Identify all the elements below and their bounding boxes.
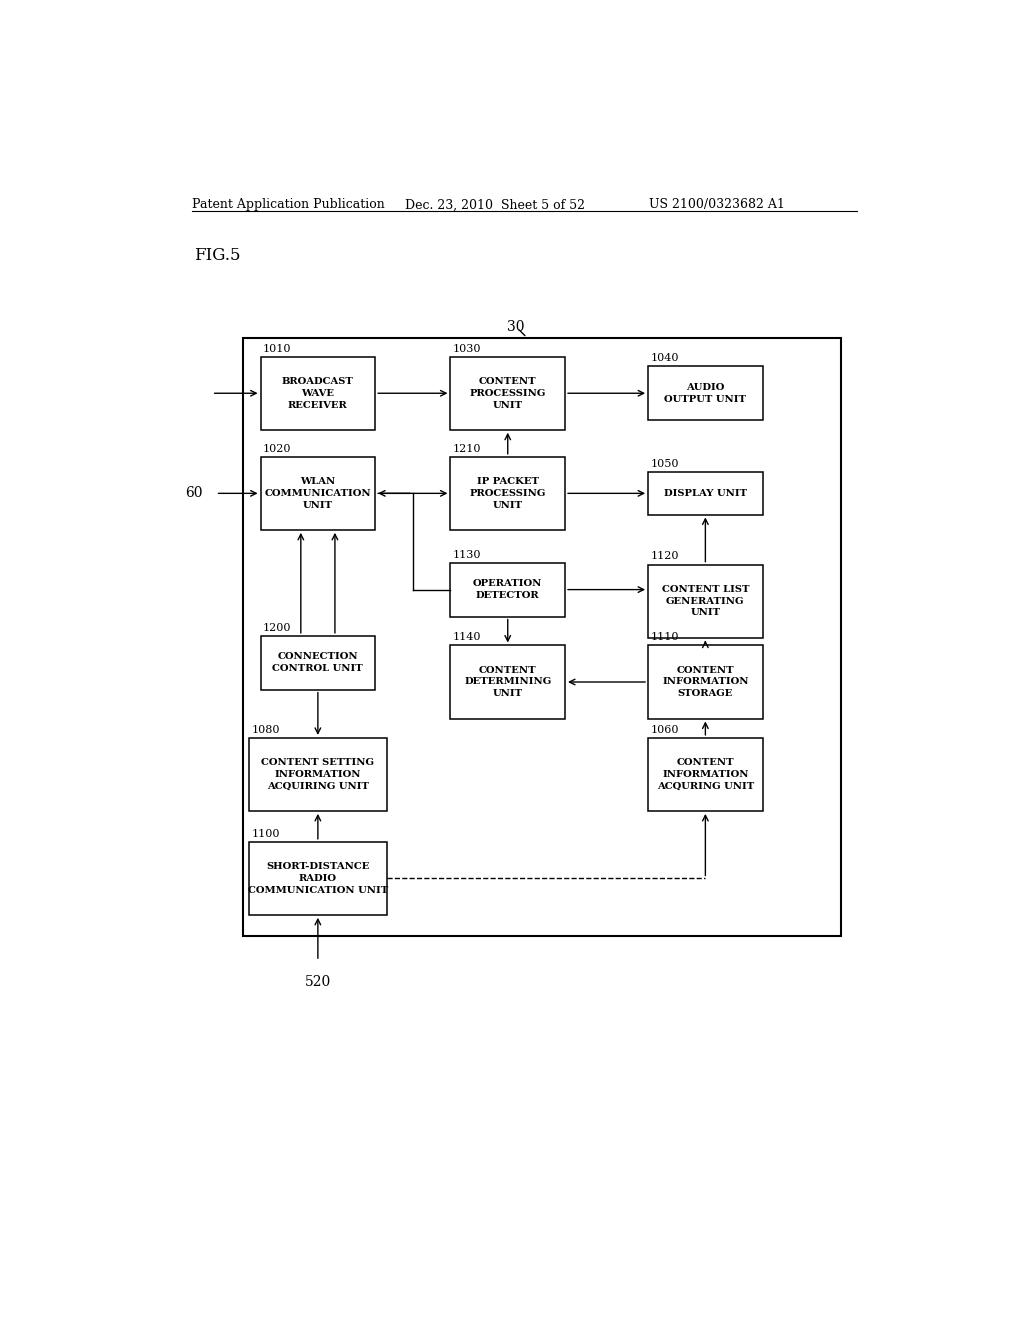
Bar (648, 565, 763, 638)
Text: 1100: 1100 (251, 829, 280, 838)
Text: 1030: 1030 (453, 343, 481, 354)
Text: 1050: 1050 (650, 459, 679, 469)
Bar (243, 338, 841, 936)
Text: WLAN
COMMUNICATION
UNIT: WLAN COMMUNICATION UNIT (264, 477, 371, 510)
Text: BROADCAST
WAVE
RECEIVER: BROADCAST WAVE RECEIVER (282, 378, 354, 409)
Text: 1130: 1130 (453, 549, 481, 560)
Text: DISPLAY UNIT: DISPLAY UNIT (664, 488, 746, 498)
Bar (451, 457, 565, 529)
Bar (648, 367, 763, 420)
Bar (648, 738, 763, 810)
Text: 520: 520 (305, 975, 331, 989)
Text: CONTENT SETTING
INFORMATION
ACQUIRING UNIT: CONTENT SETTING INFORMATION ACQUIRING UN… (261, 758, 375, 791)
Text: 1120: 1120 (650, 552, 679, 561)
Bar (249, 842, 387, 915)
Text: 1140: 1140 (453, 632, 481, 643)
Text: CONTENT
INFORMATION
ACQURING UNIT: CONTENT INFORMATION ACQURING UNIT (656, 758, 754, 791)
Bar (648, 645, 763, 718)
Bar (451, 562, 565, 616)
Text: OPERATION
DETECTOR: OPERATION DETECTOR (473, 579, 543, 601)
Bar (451, 356, 565, 430)
Text: SHORT-DISTANCE
RADIO
COMMUNICATION UNIT: SHORT-DISTANCE RADIO COMMUNICATION UNIT (248, 862, 388, 895)
Text: 1080: 1080 (251, 725, 280, 735)
Text: IP PACKET
PROCESSING
UNIT: IP PACKET PROCESSING UNIT (470, 477, 546, 510)
Text: 1010: 1010 (263, 343, 292, 354)
Text: CONNECTION
CONTROL UNIT: CONNECTION CONTROL UNIT (272, 652, 364, 673)
Text: US 2100/0323682 A1: US 2100/0323682 A1 (649, 198, 784, 211)
Bar (260, 636, 375, 689)
Text: Dec. 23, 2010  Sheet 5 of 52: Dec. 23, 2010 Sheet 5 of 52 (406, 198, 586, 211)
Text: CONTENT
INFORMATION
STORAGE: CONTENT INFORMATION STORAGE (663, 665, 749, 698)
Text: 1200: 1200 (263, 623, 292, 632)
Bar (648, 473, 763, 515)
Text: 1020: 1020 (263, 444, 292, 454)
Text: 60: 60 (185, 486, 203, 500)
Text: CONTENT
PROCESSING
UNIT: CONTENT PROCESSING UNIT (470, 378, 546, 409)
Text: AUDIO
OUTPUT UNIT: AUDIO OUTPUT UNIT (665, 383, 746, 404)
Text: 1040: 1040 (650, 354, 679, 363)
Text: 1060: 1060 (650, 725, 679, 735)
Bar (260, 457, 375, 529)
Text: FIG.5: FIG.5 (194, 247, 241, 264)
Bar (451, 645, 565, 718)
Text: 30: 30 (507, 321, 524, 334)
Text: 1210: 1210 (453, 444, 481, 454)
Text: 1110: 1110 (650, 632, 679, 643)
Text: Patent Application Publication: Patent Application Publication (193, 198, 385, 211)
Bar (260, 356, 375, 430)
Text: CONTENT
DETERMINING
UNIT: CONTENT DETERMINING UNIT (464, 665, 551, 698)
Bar (249, 738, 387, 810)
Text: CONTENT LIST
GENERATING
UNIT: CONTENT LIST GENERATING UNIT (662, 585, 750, 618)
